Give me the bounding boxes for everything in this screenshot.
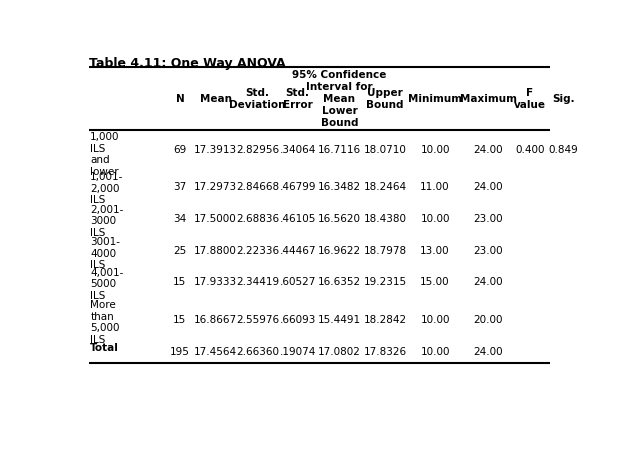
Text: 16.7116: 16.7116 xyxy=(318,146,361,155)
Text: 25: 25 xyxy=(173,245,186,256)
Text: Std.
Error: Std. Error xyxy=(283,88,313,110)
Text: 18.4380: 18.4380 xyxy=(363,214,406,224)
Text: 24.00: 24.00 xyxy=(473,347,503,357)
Text: 1,001-
2,000
ILS: 1,001- 2,000 ILS xyxy=(90,172,124,206)
Text: 2.84668: 2.84668 xyxy=(236,182,279,191)
Text: 2.34419: 2.34419 xyxy=(236,277,279,287)
Text: N: N xyxy=(176,94,184,104)
Text: .60527: .60527 xyxy=(280,277,316,287)
Text: 24.00: 24.00 xyxy=(473,182,503,191)
Text: 18.2842: 18.2842 xyxy=(363,315,407,325)
Text: 2,001-
3000
ILS: 2,001- 3000 ILS xyxy=(90,205,124,238)
Text: Std.
Deviation: Std. Deviation xyxy=(229,88,285,110)
Text: 4,001-
5000
ILS: 4,001- 5000 ILS xyxy=(90,268,124,301)
Text: Sig.: Sig. xyxy=(552,94,574,104)
Text: 16.6352: 16.6352 xyxy=(318,277,361,287)
Text: 2.82956: 2.82956 xyxy=(236,146,279,155)
Text: 16.3482: 16.3482 xyxy=(318,182,361,191)
Text: 15: 15 xyxy=(173,315,186,325)
Text: 20.00: 20.00 xyxy=(473,315,503,325)
Text: 69: 69 xyxy=(173,146,186,155)
Text: 23.00: 23.00 xyxy=(473,245,503,256)
Text: .66093: .66093 xyxy=(280,315,316,325)
Text: 10.00: 10.00 xyxy=(421,347,450,357)
Text: 16.8667: 16.8667 xyxy=(194,315,237,325)
Text: 24.00: 24.00 xyxy=(473,146,503,155)
Text: 95% Confidence
Interval for
Mean
Lower
Bound: 95% Confidence Interval for Mean Lower B… xyxy=(292,70,387,128)
Text: 34: 34 xyxy=(173,214,186,224)
Text: 23.00: 23.00 xyxy=(473,214,503,224)
Text: 37: 37 xyxy=(173,182,186,191)
Text: 0.400: 0.400 xyxy=(515,146,545,155)
Text: F
value: F value xyxy=(514,88,546,110)
Text: Minimum: Minimum xyxy=(408,94,462,104)
Text: Total: Total xyxy=(90,343,119,353)
Text: Table 4.11: One Way ANOVA: Table 4.11: One Way ANOVA xyxy=(89,57,285,70)
Text: 10.00: 10.00 xyxy=(421,146,450,155)
Text: 18.2464: 18.2464 xyxy=(363,182,407,191)
Text: 17.3913: 17.3913 xyxy=(194,146,237,155)
Text: .19074: .19074 xyxy=(280,347,316,357)
Text: 17.8800: 17.8800 xyxy=(194,245,237,256)
Text: 2.68836: 2.68836 xyxy=(236,214,279,224)
Text: 17.9333: 17.9333 xyxy=(194,277,237,287)
Text: 17.8326: 17.8326 xyxy=(363,347,407,357)
Text: .34064: .34064 xyxy=(280,146,316,155)
Text: 1,000
ILS
and
lower: 1,000 ILS and lower xyxy=(90,132,120,177)
Text: 17.0802: 17.0802 xyxy=(318,347,361,357)
Text: 10.00: 10.00 xyxy=(421,214,450,224)
Text: 0.849: 0.849 xyxy=(548,146,578,155)
Text: 2.55976: 2.55976 xyxy=(236,315,279,325)
Text: Upper
Bound: Upper Bound xyxy=(366,88,404,110)
Text: 16.5620: 16.5620 xyxy=(318,214,361,224)
Text: 2.22336: 2.22336 xyxy=(236,245,279,256)
Text: Maximum: Maximum xyxy=(460,94,516,104)
Text: 15.00: 15.00 xyxy=(421,277,450,287)
Text: 19.2315: 19.2315 xyxy=(363,277,407,287)
Text: 15: 15 xyxy=(173,277,186,287)
Text: 16.9622: 16.9622 xyxy=(318,245,361,256)
Text: .46799: .46799 xyxy=(279,182,316,191)
Text: 195: 195 xyxy=(170,347,190,357)
Text: More
than
5,000
ILS: More than 5,000 ILS xyxy=(90,300,120,345)
Text: 18.0710: 18.0710 xyxy=(364,146,406,155)
Text: 17.5000: 17.5000 xyxy=(194,214,237,224)
Text: .44467: .44467 xyxy=(279,245,316,256)
Text: 13.00: 13.00 xyxy=(421,245,450,256)
Text: 10.00: 10.00 xyxy=(421,315,450,325)
Text: 15.4491: 15.4491 xyxy=(318,315,361,325)
Text: .46105: .46105 xyxy=(280,214,316,224)
Text: 18.7978: 18.7978 xyxy=(363,245,407,256)
Text: Mean: Mean xyxy=(199,94,232,104)
Text: 3001-
4000
ILS: 3001- 4000 ILS xyxy=(90,237,120,270)
Text: 11.00: 11.00 xyxy=(421,182,450,191)
Text: 17.4564: 17.4564 xyxy=(194,347,237,357)
Text: 17.2973: 17.2973 xyxy=(194,182,237,191)
Text: 24.00: 24.00 xyxy=(473,277,503,287)
Text: 2.66360: 2.66360 xyxy=(236,347,279,357)
